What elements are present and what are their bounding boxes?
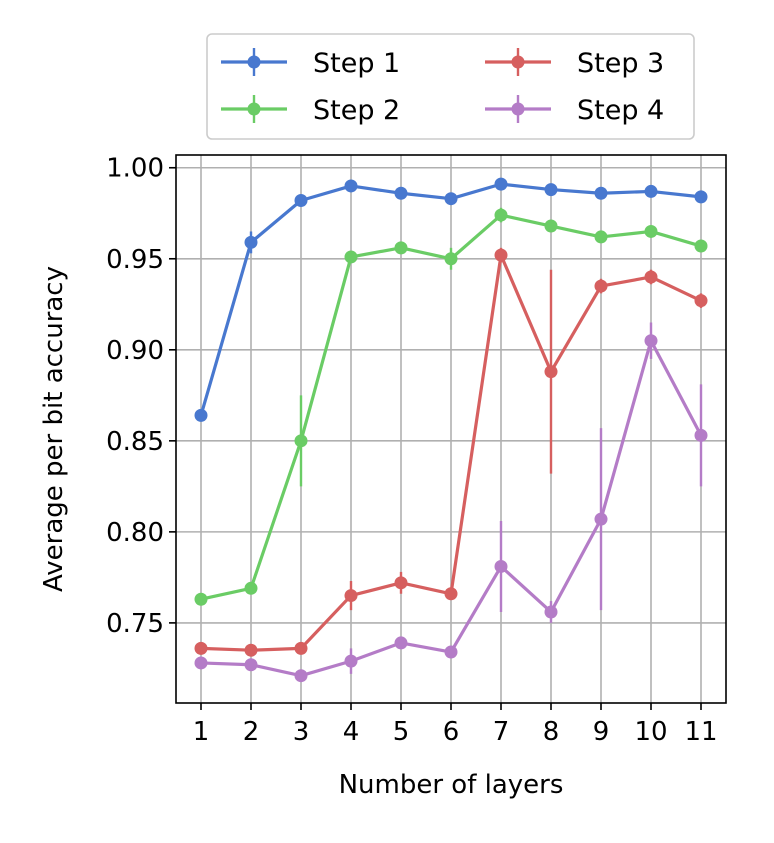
data-point xyxy=(244,658,258,672)
data-point xyxy=(244,581,258,595)
legend: Step 1 Step 2 Step 3 Step 4 xyxy=(206,33,695,140)
y-tick-label: 0.95 xyxy=(106,245,164,275)
data-point xyxy=(344,589,358,603)
x-tick-label: 1 xyxy=(193,717,210,747)
data-point xyxy=(294,194,308,208)
data-point xyxy=(544,219,558,233)
x-axis: 1 2 3 4 5 6 7 8 9 10 11 xyxy=(193,703,718,747)
x-tick-label: 10 xyxy=(634,717,667,747)
y-tick-label: 1.00 xyxy=(106,154,164,184)
x-tick-label: 9 xyxy=(593,717,610,747)
data-point xyxy=(394,636,408,650)
y-tick-label: 0.85 xyxy=(106,427,164,457)
series-layer xyxy=(194,177,708,683)
data-point xyxy=(544,183,558,197)
data-point xyxy=(444,252,458,266)
legend-swatch-marker xyxy=(247,102,261,116)
data-point xyxy=(494,559,508,573)
legend-label: Step 2 xyxy=(313,95,400,126)
data-point xyxy=(244,643,258,657)
legend-swatch-marker xyxy=(511,102,525,116)
data-point xyxy=(294,641,308,655)
legend-item: Step 4 xyxy=(485,95,664,126)
data-point xyxy=(644,334,658,348)
data-point xyxy=(644,224,658,238)
data-point xyxy=(344,654,358,668)
data-point xyxy=(194,592,208,606)
data-point xyxy=(444,587,458,601)
legend-box xyxy=(206,33,695,140)
series-1 xyxy=(194,177,708,422)
y-tick-label: 0.75 xyxy=(106,609,164,639)
data-point xyxy=(344,179,358,193)
legend-item: Step 1 xyxy=(221,48,400,79)
legend-swatch-marker xyxy=(511,55,525,69)
y-tick-label: 0.90 xyxy=(106,336,164,366)
legend-label: Step 3 xyxy=(577,48,664,79)
data-point xyxy=(644,270,658,284)
data-point xyxy=(494,177,508,191)
data-point xyxy=(594,186,608,200)
data-point xyxy=(694,239,708,253)
legend-label: Step 1 xyxy=(313,48,400,79)
data-point xyxy=(294,434,308,448)
data-point xyxy=(444,645,458,659)
legend-swatch-marker xyxy=(247,55,261,69)
x-tick-label: 11 xyxy=(684,717,717,747)
legend-item: Step 2 xyxy=(221,95,400,126)
legend-label: Step 4 xyxy=(577,95,664,126)
data-point xyxy=(644,184,658,198)
x-tick-label: 8 xyxy=(543,717,560,747)
x-axis-label: Number of layers xyxy=(339,770,564,800)
series-4 xyxy=(194,322,708,683)
data-point xyxy=(394,241,408,255)
data-point xyxy=(194,656,208,670)
y-axis: 0.75 0.80 0.85 0.90 0.95 1.00 xyxy=(106,154,176,639)
data-point xyxy=(394,186,408,200)
data-point xyxy=(194,408,208,422)
x-tick-label: 5 xyxy=(393,717,410,747)
x-tick-label: 4 xyxy=(343,717,360,747)
data-point xyxy=(694,190,708,204)
data-point xyxy=(544,365,558,379)
y-axis-label: Average per bit accuracy xyxy=(39,266,69,592)
data-point xyxy=(494,248,508,262)
x-tick-label: 2 xyxy=(243,717,260,747)
data-point xyxy=(694,428,708,442)
y-tick-label: 0.80 xyxy=(106,518,164,548)
data-point xyxy=(594,230,608,244)
x-tick-label: 6 xyxy=(443,717,460,747)
data-point xyxy=(694,294,708,308)
data-point xyxy=(344,250,358,264)
data-point xyxy=(444,192,458,206)
data-point xyxy=(494,208,508,222)
data-point xyxy=(294,669,308,683)
legend-item: Step 3 xyxy=(485,48,664,79)
data-point xyxy=(194,641,208,655)
data-point xyxy=(394,576,408,590)
data-point xyxy=(244,235,258,249)
series-2 xyxy=(194,207,708,606)
data-point xyxy=(594,512,608,526)
data-point xyxy=(594,279,608,293)
x-tick-label: 7 xyxy=(493,717,510,747)
x-tick-label: 3 xyxy=(293,717,310,747)
data-point xyxy=(544,605,558,619)
series-3 xyxy=(194,247,708,657)
